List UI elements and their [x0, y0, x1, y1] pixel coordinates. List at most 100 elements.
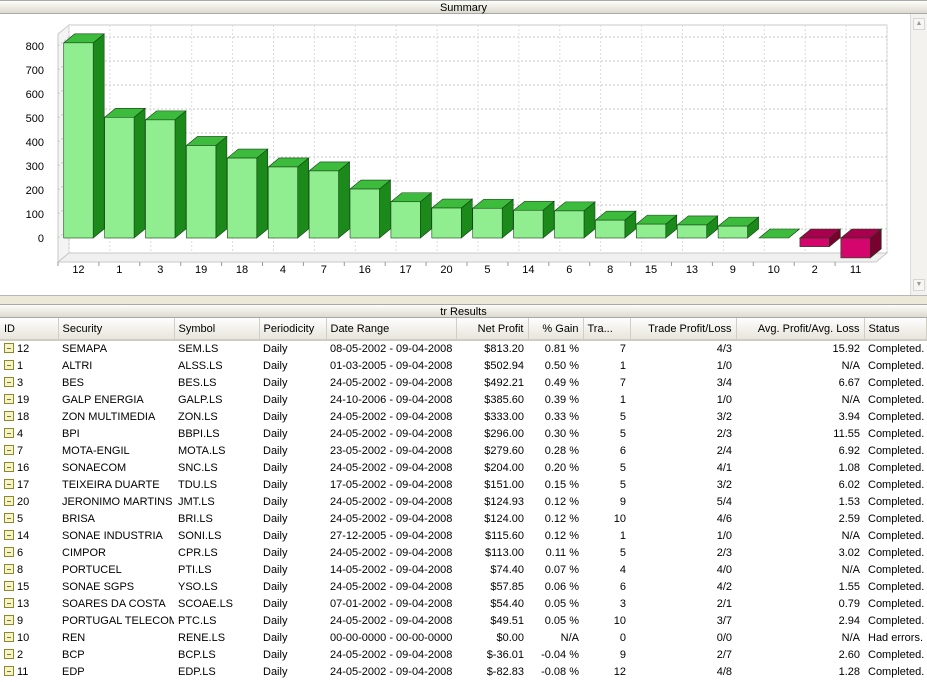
table-row[interactable]: 6 CIMPOR CPR.LS Daily 24-05-2002 - 09-04-200… [0, 544, 926, 561]
table-row[interactable]: 5 BRISA BRI.LS Daily 24-05-2002 - 09-04-2008… [0, 510, 926, 527]
table-row[interactable]: 9 PORTUGAL TELECOM PTC.LS Daily 24-05-2002 -… [0, 612, 926, 629]
cell-avg-profit-loss: 6.02 [838, 478, 860, 491]
col-header-date-range[interactable]: Date Range [326, 318, 457, 341]
table-row[interactable]: 15 SONAE SGPS YSO.LS Daily 24-05-2002 - 09-0… [0, 578, 926, 595]
cell-net-profit: $204.00 [484, 461, 524, 474]
bar-side [297, 157, 309, 239]
cell-net-profit: $296.00 [484, 427, 524, 440]
cell-trades: 7 [619, 376, 626, 389]
table-row[interactable]: 4 BPI BBPI.LS Daily 24-05-2002 - 09-04-2008 $… [0, 425, 926, 442]
cell-date-range: 23-05-2002 - 09-04-2008 [330, 444, 453, 457]
cell-pct-gain: 0.39 % [544, 393, 579, 406]
bar-16 [349, 188, 380, 239]
cell-symbol: GALP.LS [178, 393, 223, 406]
cell-trades: 7 [619, 343, 626, 355]
table-row[interactable]: 10 REN RENE.LS Daily 00-00-0000 - 00-00-0000… [0, 629, 926, 646]
col-header-trade-profit-loss[interactable]: Trade Profit/Loss [630, 318, 737, 341]
cell-pct-gain: 0.11 % [545, 546, 579, 559]
table-row[interactable]: 17 TEIXEIRA DUARTE TDU.LS Daily 17-05-2002 -… [0, 476, 926, 493]
cell-net-profit: $74.40 [490, 563, 524, 576]
cell-periodicity: Daily [263, 461, 288, 474]
x-tick-label: 13 [686, 264, 698, 276]
cell-date-range: 17-05-2002 - 09-04-2008 [330, 478, 453, 491]
col-header-symbol[interactable]: Symbol [174, 318, 260, 341]
cell-status: Completed. [868, 665, 925, 678]
chart-floor [56, 252, 889, 263]
table-row[interactable]: 14 SONAE INDUSTRIA SONI.LS Daily 27-12-2005 … [0, 527, 926, 544]
cell-security: SONAECOM [62, 461, 127, 474]
cell-date-range: 07-01-2002 - 09-04-2008 [330, 597, 453, 610]
y-tick-label: 700 [26, 65, 44, 77]
table-row[interactable]: 19 GALP ENERGIA GALP.LS Daily 24-10-2006 - 0… [0, 391, 926, 408]
cell-date-range: 24-05-2002 - 09-04-2008 [330, 410, 453, 423]
cell-date-range: 08-05-2002 - 09-04-2008 [330, 343, 453, 355]
x-tick-label: 15 [645, 264, 657, 276]
scroll-down-icon[interactable]: ▼ [913, 279, 925, 291]
col-header-status[interactable]: Status [864, 318, 927, 341]
results-panel-title: tr Results [0, 304, 927, 318]
table-row[interactable]: 12 SEMAPA SEM.LS Daily 08-05-2002 - 09-04-20… [0, 340, 926, 357]
cell-status: Completed. [868, 580, 925, 593]
cell-periodicity: Daily [263, 597, 288, 610]
table-row[interactable]: 13 SOARES DA COSTA SCOAE.LS Daily 07-01-2002… [0, 595, 926, 612]
cell-security: SONAE SGPS [62, 580, 135, 593]
bar-11 [840, 237, 871, 259]
col-header-trades[interactable]: Tra... [583, 318, 631, 341]
table-row[interactable]: 20 JERONIMO MARTINS JMT.LS Daily 24-05-2002 … [0, 493, 926, 510]
table-row[interactable]: 18 ZON MULTIMEDIA ZON.LS Daily 24-05-2002 - … [0, 408, 926, 425]
col-header-net-profit[interactable]: Net Profit [456, 318, 529, 341]
col-header-periodicity[interactable]: Periodicity [259, 318, 327, 341]
table-row[interactable]: 8 PORTUCEL PTI.LS Daily 14-05-2002 - 09-04-2… [0, 561, 926, 578]
cell-symbol: MOTA.LS [178, 444, 226, 457]
table-row[interactable]: 11 EDP EDP.LS Daily 24-05-2002 - 09-04-2008 $… [0, 663, 926, 680]
cell-net-profit: $115.60 [485, 529, 524, 542]
cell-pct-gain: 0.12 % [544, 495, 579, 508]
panel-splitter[interactable] [0, 296, 927, 304]
cell-trade-profit-loss: 4/1 [716, 461, 732, 474]
row-status-icon [4, 478, 14, 489]
cell-trades: 10 [613, 614, 626, 627]
cell-date-range: 24-05-2002 - 09-04-2008 [330, 546, 453, 559]
row-status-icon [4, 512, 14, 523]
cell-trade-profit-loss: 2/7 [716, 648, 732, 661]
row-status-icon [4, 580, 14, 591]
cell-trade-profit-loss: 1/0 [716, 359, 732, 372]
cell-avg-profit-loss: 2.60 [838, 648, 860, 661]
cell-pct-gain: -0.08 % [541, 665, 579, 678]
x-tick-label: 11 [850, 264, 861, 276]
table-row[interactable]: 2 BCP BCP.LS Daily 24-05-2002 - 09-04-2008 $-… [0, 646, 926, 663]
cell-id-text: 14 [17, 529, 30, 542]
cell-periodicity: Daily [263, 512, 288, 525]
bar-6 [554, 210, 585, 239]
scroll-up-icon[interactable]: ▲ [913, 18, 925, 30]
chart-scrollbar[interactable]: ▲ ▼ [910, 14, 927, 295]
results-table: ID Security Symbol Periodicity Date Rang… [0, 318, 927, 680]
col-header-id[interactable]: ID [0, 318, 59, 341]
row-status-icon [4, 614, 14, 625]
cell-trades: 3 [619, 597, 626, 610]
cell-avg-profit-loss: 11.55 [833, 427, 860, 440]
cell-id: 9 [0, 612, 58, 629]
cell-id-text: 2 [17, 648, 24, 661]
bar-14 [513, 209, 544, 239]
x-tick-label: 17 [400, 264, 412, 276]
table-row[interactable]: 16 SONAECOM SNC.LS Daily 24-05-2002 - 09-04-… [0, 459, 926, 476]
cell-pct-gain: 0.05 % [544, 614, 579, 627]
cell-status: Completed. [868, 461, 925, 474]
cell-periodicity: Daily [263, 529, 288, 542]
cell-symbol: PTC.LS [178, 614, 217, 627]
col-header-avg-profit-loss[interactable]: Avg. Profit/Avg. Loss [736, 318, 865, 341]
x-tick-label: 12 [72, 264, 84, 276]
col-header-pct-gain[interactable]: % Gain [528, 318, 584, 341]
table-row[interactable]: 1 ALTRI ALSS.LS Daily 01-03-2005 - 09-04-200… [0, 357, 926, 374]
table-row[interactable]: 7 MOTA-ENGIL MOTA.LS Daily 23-05-2002 - 09-0… [0, 442, 926, 459]
bar-17 [390, 201, 421, 239]
row-status-icon [4, 410, 14, 421]
cell-pct-gain: 0.28 % [544, 444, 579, 457]
table-row[interactable]: 3 BES BES.LS Daily 24-05-2002 - 09-04-2008 $4… [0, 374, 926, 391]
row-status-icon [4, 427, 14, 438]
cell-symbol: BES.LS [178, 376, 217, 389]
col-header-security[interactable]: Security [58, 318, 175, 341]
x-tick-label: 2 [812, 264, 818, 276]
cell-periodicity: Daily [263, 495, 288, 508]
